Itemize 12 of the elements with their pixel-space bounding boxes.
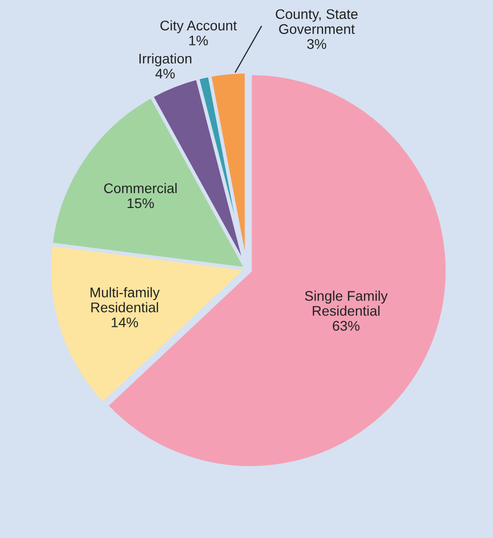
slice-label: Single Family Residential xyxy=(304,290,388,316)
slice-label: Multi-family Residential xyxy=(90,287,160,312)
data-label: 1% xyxy=(189,36,208,46)
data-label: 63% xyxy=(332,320,360,331)
slice-label: County, State Government xyxy=(276,9,358,34)
data-label: 3% xyxy=(307,39,326,49)
slice-label: City Account xyxy=(160,20,237,34)
slice-label: Irrigation xyxy=(139,53,192,66)
slice-label: Commercial xyxy=(104,183,177,194)
data-label: 4% xyxy=(155,68,175,78)
data-label: 15% xyxy=(128,198,154,208)
data-label: 14% xyxy=(112,318,138,328)
